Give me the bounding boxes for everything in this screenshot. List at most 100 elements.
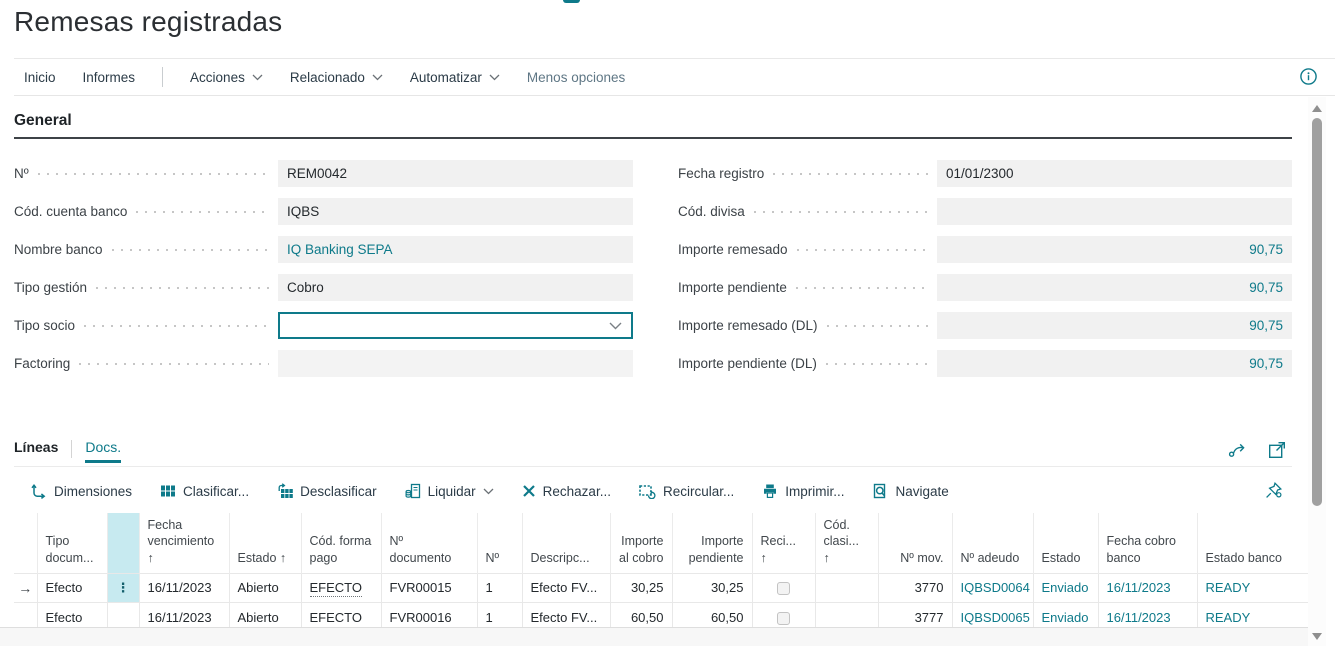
field-no-input[interactable]: REM0042 — [278, 160, 633, 187]
field-importe-remesado-dl-value[interactable]: 90,75 — [937, 312, 1292, 339]
pin-icon[interactable] — [1264, 481, 1283, 500]
row-menu-icon[interactable]: ⋮ — [107, 572, 140, 603]
cell-no-adeudo-link[interactable]: IQBSD0064 — [952, 572, 1034, 603]
cell-cod-clasificacion[interactable] — [815, 572, 879, 603]
field-importe-pendiente-dl-value[interactable]: 90,75 — [937, 350, 1292, 377]
menu-automatizar[interactable]: Automatizar — [410, 70, 500, 85]
table-row[interactable]: Efecto 16/11/2023 Abierto EFECTO FVR0001… — [14, 601, 1309, 632]
table-row[interactable]: → Efecto ⋮ 16/11/2023 Abierto EFECTO FVR… — [14, 572, 1309, 603]
cell-no-documento[interactable]: FVR00016 — [381, 601, 478, 632]
cell-cod-clasificacion[interactable] — [815, 601, 879, 632]
menu-menos-opciones[interactable]: Menos opciones — [526, 69, 626, 85]
cell-estado-banco[interactable]: READY — [1197, 601, 1309, 632]
open-in-new-window-icon[interactable] — [1267, 440, 1287, 460]
cell-fecha-cobro-banco[interactable]: 16/11/2023 — [1098, 601, 1198, 632]
cell-fecha-vencimiento[interactable]: 16/11/2023 — [139, 601, 230, 632]
cell-descripcion[interactable]: Efecto FV... — [522, 572, 611, 603]
cell-importe-cobro[interactable]: 30,25 — [610, 572, 673, 603]
cell-forma-pago[interactable]: EFECTO — [301, 572, 382, 603]
cell-descripcion[interactable]: Efecto FV... — [522, 601, 611, 632]
tab-lineas[interactable]: Líneas — [14, 439, 59, 455]
imprimir-button[interactable]: Imprimir... — [751, 477, 855, 505]
clasificar-button[interactable]: Clasificar... — [149, 477, 260, 505]
cell-no-mov[interactable]: 3770 — [878, 572, 953, 603]
cell-importe-cobro[interactable]: 60,50 — [610, 601, 673, 632]
col-recibido[interactable]: Reci... ↑ — [752, 513, 816, 574]
section-rule — [14, 137, 1292, 139]
field-tipo-gestion-input[interactable]: Cobro — [278, 274, 633, 301]
liquidar-button[interactable]: Liquidar — [394, 477, 505, 505]
col-no[interactable]: Nº — [477, 513, 523, 574]
cell-estado-envio[interactable]: Enviado — [1033, 601, 1099, 632]
field-no: Nº REM0042 — [14, 160, 633, 187]
cell-importe-pendiente[interactable]: 30,25 — [672, 572, 753, 603]
col-importe-pendiente[interactable]: Importe pendiente — [672, 513, 753, 574]
scroll-up-arrow[interactable] — [1312, 105, 1322, 112]
col-fecha-cobro-banco[interactable]: Fecha cobro banco — [1098, 513, 1198, 574]
share-icon[interactable] — [1227, 440, 1248, 460]
col-tipo-documento[interactable]: Tipo docum... — [37, 513, 108, 574]
cell-tipo[interactable]: Efecto — [37, 601, 108, 632]
menu-informes[interactable]: Informes — [82, 69, 136, 85]
desclasificar-button[interactable]: Desclasificar — [266, 477, 388, 505]
cell-estado-banco[interactable]: READY — [1197, 572, 1309, 603]
field-factoring-input[interactable] — [278, 350, 633, 377]
cell-importe-pendiente[interactable]: 60,50 — [672, 601, 753, 632]
field-label: Nº — [14, 166, 29, 181]
field-tipo-socio-select[interactable] — [278, 312, 633, 339]
cell-forma-pago[interactable]: EFECTO — [301, 601, 382, 632]
chevron-down-icon — [372, 74, 383, 81]
col-no-documento[interactable]: Nº documento — [381, 513, 478, 574]
field-fecha-registro-input[interactable]: 01/01/2300 — [937, 160, 1292, 187]
cell-fecha-vencimiento[interactable]: 16/11/2023 — [139, 572, 230, 603]
field-cod-divisa-input[interactable] — [937, 198, 1292, 225]
tab-docs[interactable]: Docs. — [85, 439, 122, 463]
row-menu-slot[interactable] — [107, 601, 140, 632]
col-no-mov[interactable]: Nº mov. — [878, 513, 953, 574]
cell-no-documento[interactable]: FVR00015 — [381, 572, 478, 603]
printer-icon — [762, 483, 778, 499]
col-no-adeudo[interactable]: Nº adeudo — [952, 513, 1034, 574]
field-cuenta-banco-input[interactable]: IQBS — [278, 198, 633, 225]
row-pointer-icon: → — [14, 572, 38, 603]
cell-no[interactable]: 1 — [477, 572, 523, 603]
col-estado[interactable]: Estado ↑ — [229, 513, 302, 574]
rechazar-button[interactable]: Rechazar... — [511, 478, 622, 505]
cell-no[interactable]: 1 — [477, 601, 523, 632]
dimensiones-button[interactable]: Dimensiones — [20, 477, 143, 505]
cell-estado[interactable]: Abierto — [229, 601, 302, 632]
col-cod-clasificacion[interactable]: Cód. clasi... ↑ — [815, 513, 879, 574]
col-fecha-vencimiento[interactable]: Fecha vencimiento ↑ — [139, 513, 230, 574]
field-nombre-banco-input[interactable]: IQ Banking SEPA — [278, 236, 633, 263]
cell-no-adeudo-link[interactable]: IQBSD0065 — [952, 601, 1034, 632]
col-estado-envio[interactable]: Estado — [1033, 513, 1099, 574]
col-estado-banco[interactable]: Estado banco — [1197, 513, 1309, 574]
vertical-scrollbar[interactable] — [1308, 97, 1326, 646]
field-label: Nombre banco — [14, 242, 103, 257]
divider — [14, 95, 1335, 96]
col-importe-cobro[interactable]: Importe al cobro — [610, 513, 673, 574]
cell-fecha-cobro-banco[interactable]: 16/11/2023 — [1098, 572, 1198, 603]
field-importe-pendiente-value[interactable]: 90,75 — [937, 274, 1292, 301]
col-descripcion[interactable]: Descripc... — [522, 513, 611, 574]
menu-acciones[interactable]: Acciones — [190, 70, 263, 85]
divider — [14, 58, 1335, 59]
field-importe-remesado-value[interactable]: 90,75 — [937, 236, 1292, 263]
cell-tipo[interactable]: Efecto — [37, 572, 108, 603]
cell-estado-envio[interactable]: Enviado — [1033, 572, 1099, 603]
field-label: Tipo gestión — [14, 280, 88, 295]
cell-estado[interactable]: Abierto — [229, 572, 302, 603]
field-factoring: Factoring — [14, 350, 633, 377]
menu-inicio[interactable]: Inicio — [24, 69, 56, 85]
cell-no-mov[interactable]: 3777 — [878, 601, 953, 632]
recibido-checkbox[interactable] — [777, 582, 790, 596]
recircular-button[interactable]: Recircular... — [628, 477, 745, 505]
menu-relacionado[interactable]: Relacionado — [290, 70, 383, 85]
col-forma-pago[interactable]: Cód. forma pago — [301, 513, 382, 574]
recibido-checkbox[interactable] — [777, 611, 790, 625]
section-heading-general[interactable]: General — [14, 112, 72, 129]
scroll-down-arrow[interactable] — [1312, 633, 1322, 640]
navigate-button[interactable]: Navigate — [861, 477, 959, 505]
info-icon[interactable] — [1299, 67, 1318, 86]
scrollbar-thumb[interactable] — [1312, 118, 1322, 506]
